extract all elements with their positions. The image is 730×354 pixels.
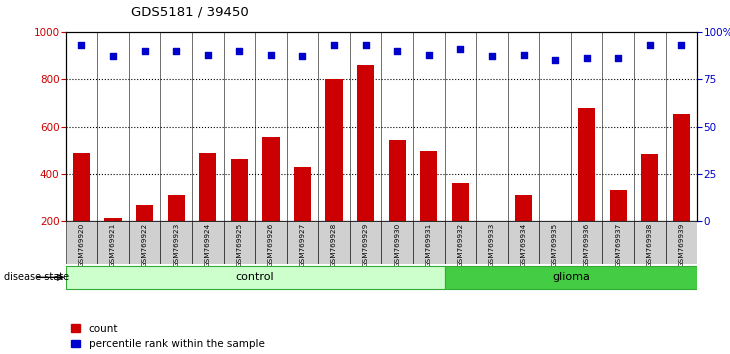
Point [423, 52, 434, 57]
Bar [571, 221, 602, 264]
Point [455, 46, 466, 52]
Text: GSM769928: GSM769928 [331, 223, 337, 267]
Text: GSM769921: GSM769921 [110, 223, 116, 267]
Point [675, 42, 687, 48]
Legend: count, percentile rank within the sample: count, percentile rank within the sample [71, 324, 264, 349]
Bar [634, 221, 666, 264]
Bar [452, 183, 469, 221]
Point [549, 57, 561, 63]
Bar [73, 153, 91, 221]
Bar [483, 221, 501, 232]
Text: glioma: glioma [552, 272, 590, 282]
Text: GSM769935: GSM769935 [552, 223, 558, 267]
Point [234, 48, 245, 53]
Bar [262, 137, 280, 221]
Bar [66, 221, 97, 264]
Text: GSM769933: GSM769933 [489, 223, 495, 267]
Bar [539, 221, 571, 264]
Bar [161, 221, 192, 264]
Bar [602, 221, 634, 264]
Text: GSM769929: GSM769929 [363, 223, 369, 267]
Bar [666, 221, 697, 264]
Bar [104, 218, 122, 221]
Text: GSM769931: GSM769931 [426, 223, 431, 267]
Text: GSM769932: GSM769932 [458, 223, 464, 267]
Bar [476, 221, 508, 264]
Text: GSM769930: GSM769930 [394, 223, 400, 267]
Bar [97, 221, 128, 264]
Bar [445, 221, 476, 264]
Bar [326, 79, 343, 221]
Bar [136, 205, 153, 221]
Point [76, 42, 88, 48]
Bar [546, 221, 564, 232]
Point [644, 42, 656, 48]
Bar [515, 195, 532, 221]
Point [581, 56, 593, 61]
Point [360, 42, 372, 48]
Point [486, 54, 498, 59]
Point [265, 52, 277, 57]
Point [202, 52, 214, 57]
Text: GSM769938: GSM769938 [647, 223, 653, 267]
Text: GSM769926: GSM769926 [268, 223, 274, 267]
Bar [167, 195, 185, 221]
Bar [445, 266, 697, 289]
Bar [420, 152, 437, 221]
Text: control: control [236, 272, 274, 282]
Bar [672, 114, 690, 221]
Point [328, 42, 340, 48]
Point [612, 56, 624, 61]
Bar [350, 221, 381, 264]
Text: GSM769934: GSM769934 [520, 223, 526, 267]
Point [170, 48, 182, 53]
Text: GSM769920: GSM769920 [79, 223, 85, 267]
Point [296, 54, 308, 59]
Bar [357, 65, 374, 221]
Text: GSM769939: GSM769939 [678, 223, 684, 267]
Bar [231, 159, 248, 221]
Bar [199, 153, 217, 221]
Bar [641, 154, 658, 221]
Bar [66, 266, 445, 289]
Bar [578, 108, 596, 221]
Bar [293, 167, 311, 221]
Point [139, 48, 150, 53]
Bar [381, 221, 413, 264]
Point [391, 48, 403, 53]
Bar [287, 221, 318, 264]
Bar [192, 221, 223, 264]
Text: GSM769922: GSM769922 [142, 223, 147, 267]
Text: GSM769924: GSM769924 [205, 223, 211, 267]
Text: GSM769937: GSM769937 [615, 223, 621, 267]
Text: GSM769927: GSM769927 [299, 223, 305, 267]
Text: disease state: disease state [4, 272, 69, 282]
Bar [413, 221, 445, 264]
Text: GSM769925: GSM769925 [237, 223, 242, 267]
Bar [610, 190, 627, 221]
Bar [255, 221, 287, 264]
Bar [223, 221, 256, 264]
Bar [508, 221, 539, 264]
Bar [388, 139, 406, 221]
Text: GDS5181 / 39450: GDS5181 / 39450 [131, 5, 249, 18]
Bar [128, 221, 161, 264]
Point [107, 54, 119, 59]
Text: GSM769936: GSM769936 [584, 223, 590, 267]
Point [518, 52, 529, 57]
Bar [318, 221, 350, 264]
Text: GSM769923: GSM769923 [173, 223, 179, 267]
